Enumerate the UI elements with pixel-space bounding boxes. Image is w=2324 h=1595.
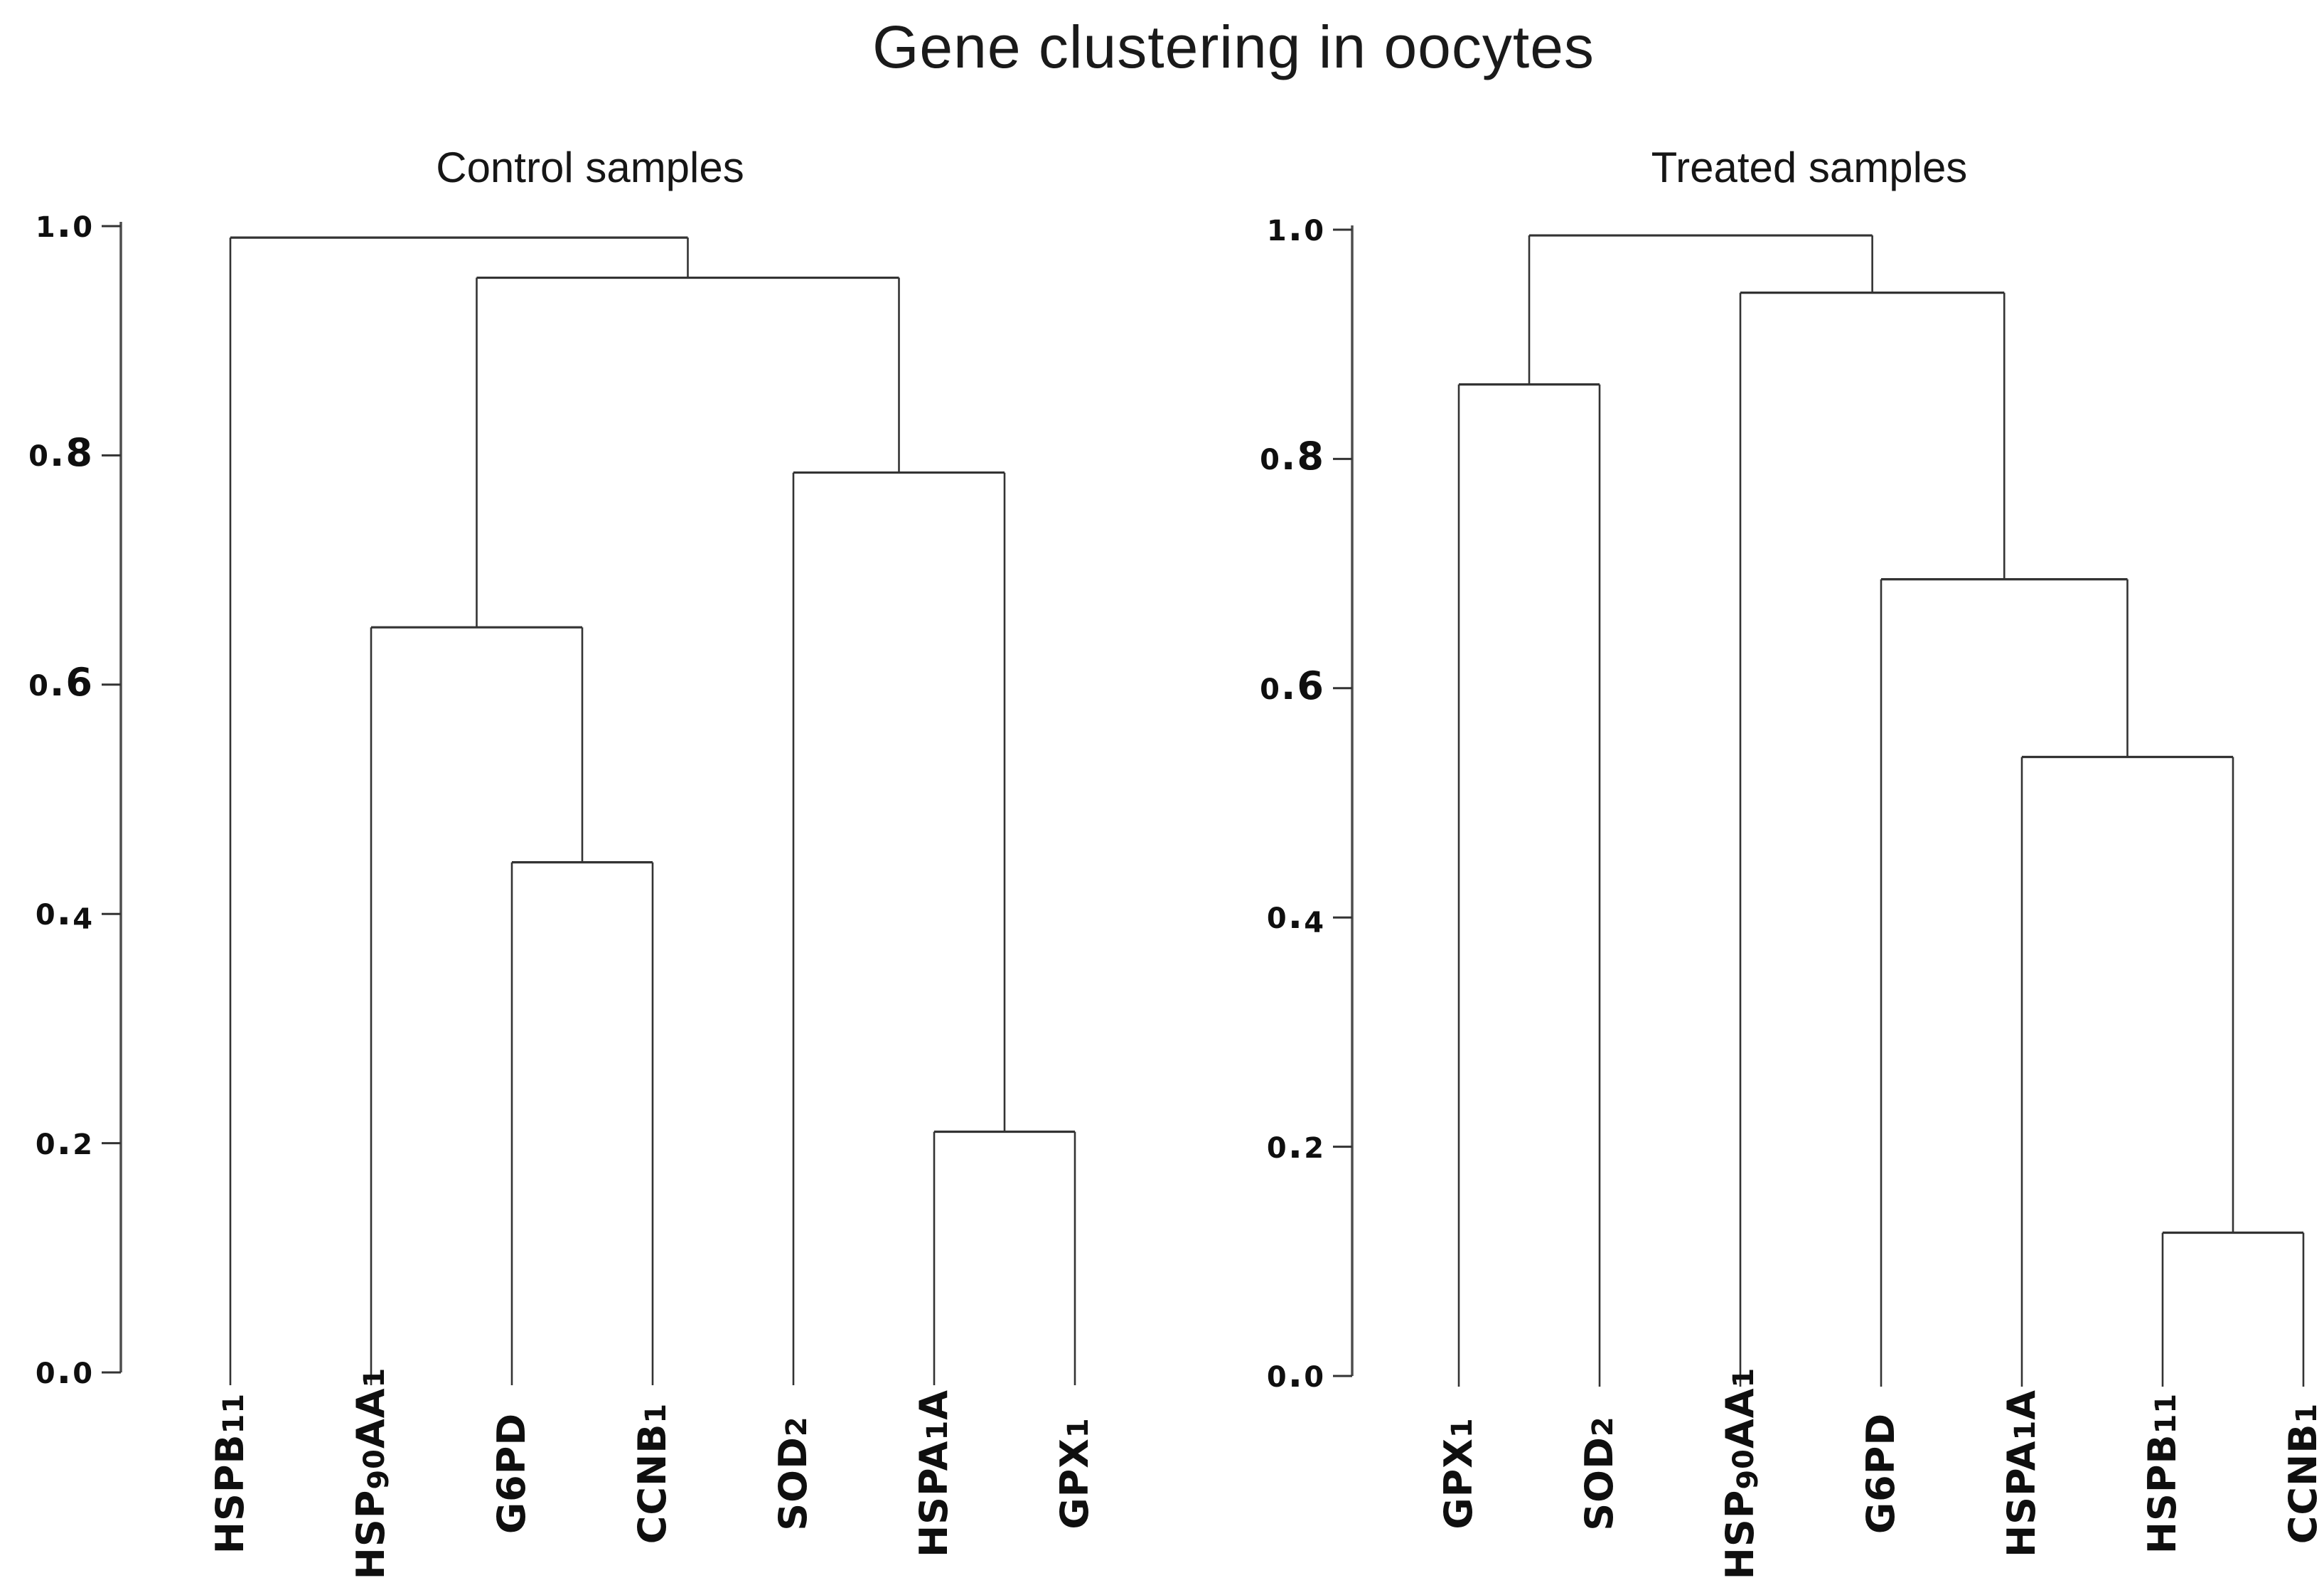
- y-tick-label: 0.6: [28, 659, 94, 705]
- y-tick-label: 1.0: [35, 201, 94, 246]
- y-tick-label: 0.6: [1260, 663, 1325, 708]
- leaf-label-ccnb1: CCNB1: [2281, 1402, 2324, 1545]
- y-axes: [102, 222, 1354, 1377]
- figure-title: Gene clustering in oocytes: [872, 14, 1595, 80]
- leaf-label-ccnb1: CCNB1: [630, 1402, 675, 1545]
- tree-lines: [229, 234, 2305, 1387]
- y-tick-label: 0.0: [35, 1348, 94, 1392]
- y-tick-label: 0.2: [1266, 1121, 1325, 1167]
- panel-title-treated: Treated samples: [1651, 144, 1968, 191]
- y-tick-label: 0.0: [1266, 1351, 1325, 1396]
- y-tick-label: 0.4: [1266, 892, 1325, 939]
- leaf-label-hspa1a: HSPA1A: [1999, 1389, 2044, 1558]
- leaf-label-hsp90aa1: HSP90AA1: [1718, 1367, 1765, 1580]
- leaf-label-g6pd: G6PD: [1858, 1412, 1903, 1535]
- leaf-label-hspa1a: HSPA1A: [911, 1389, 956, 1558]
- leaf-label-g6pd: G6PD: [489, 1412, 534, 1535]
- leaf-label-sod2: SOD2: [1577, 1416, 1622, 1531]
- leaf-label-hspb11: HSPB11: [2140, 1392, 2185, 1554]
- panel-title-control: Control samples: [436, 144, 744, 191]
- leaf-label-hsp90aa1: HSP90AA1: [348, 1367, 395, 1580]
- leaf-label-sod2: SOD2: [771, 1416, 815, 1531]
- y-tick-label: 0.2: [35, 1118, 94, 1163]
- y-tick-label: 1.0: [1266, 205, 1325, 250]
- y-tick-label: 0.8: [28, 430, 94, 476]
- leaf-label-hspb11: HSPB11: [208, 1392, 252, 1554]
- y-tick-label: 0.4: [35, 889, 94, 936]
- leaf-label-gpx1: GPX1: [1052, 1417, 1097, 1530]
- leaf-label-gpx1: GPX1: [1436, 1417, 1481, 1530]
- y-tick-label: 0.8: [1260, 434, 1325, 479]
